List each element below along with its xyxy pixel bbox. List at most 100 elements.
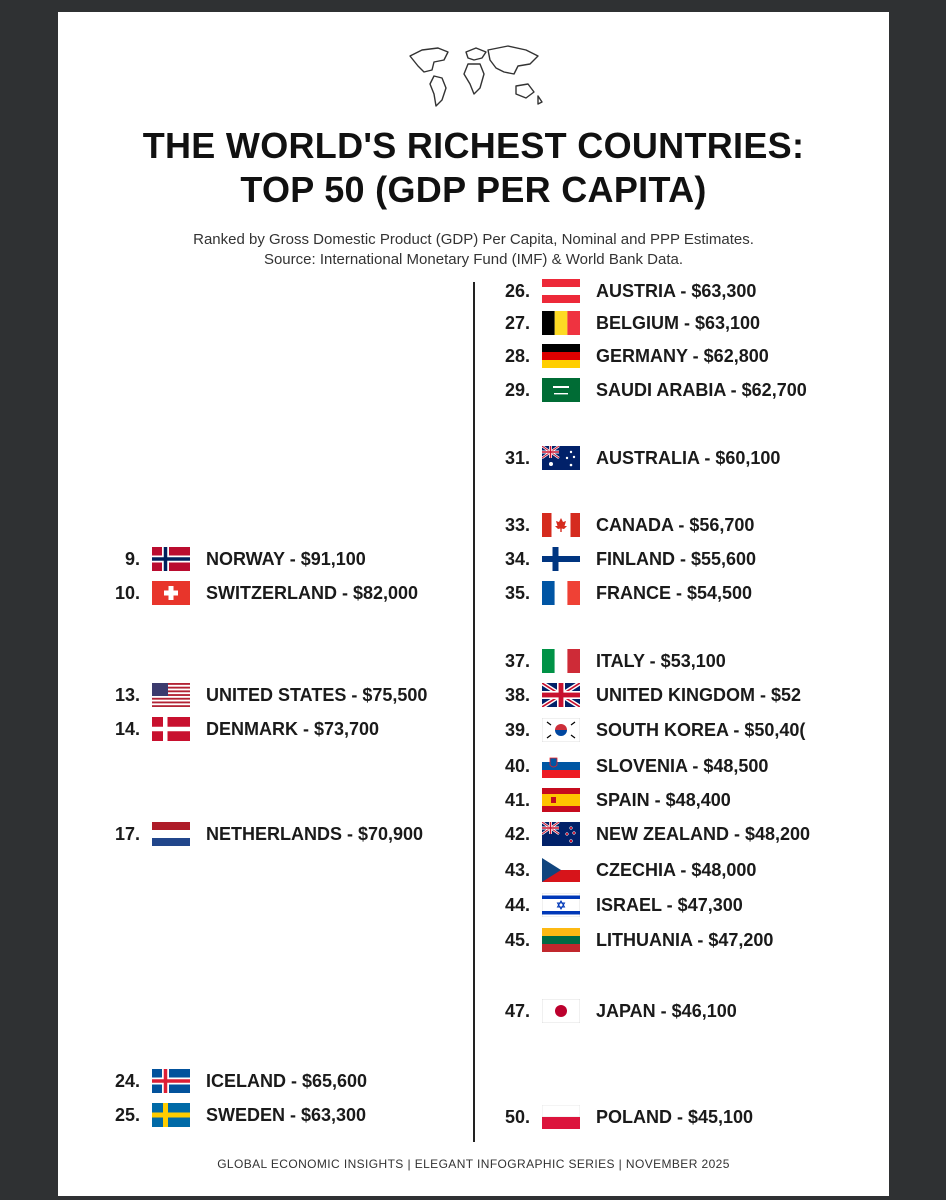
- japan-flag-icon: [542, 999, 580, 1023]
- country-gdp-label: ITALY - $53,100: [596, 650, 726, 671]
- rank-number: 41.: [504, 789, 530, 810]
- ranking-row: 26. AUSTRIA - $63,300: [486, 278, 756, 304]
- rank-number: 28.: [504, 345, 530, 366]
- canada-flag-icon: [542, 513, 580, 537]
- rank-number: 24.: [114, 1070, 140, 1091]
- country-gdp-label: UNITED KINGDOM - $52: [596, 684, 802, 705]
- ranking-row: 28. GERMANY - $62,800: [486, 343, 769, 369]
- country-gdp-label: ICELAND - $65,600: [206, 1070, 368, 1091]
- finland-flag-icon: [542, 547, 580, 571]
- ranking-row: 42. NEW ZEALAND - $48,200: [486, 821, 810, 847]
- country-gdp-label: CZECHIA - $48,000: [596, 859, 757, 880]
- subtitle-line-1: Ranked by Gross Domestic Product (GDP) P…: [193, 231, 754, 248]
- subtitle-line-2: Source: International Monetary Fund (IMF…: [263, 251, 684, 268]
- ranking-row: 38. UNITED KINGDOM - $52: [486, 682, 801, 708]
- ranking-row: 35. FRANCE - $54,500: [486, 580, 752, 606]
- country-gdp-label: DENMARK - $73,700: [206, 718, 380, 739]
- rank-number: 42.: [504, 823, 530, 844]
- switzerland-flag-icon: [152, 581, 190, 605]
- ranking-row: 41. SPAIN - $48,400: [486, 787, 731, 813]
- country-gdp-label: POLAND - $45,100: [596, 1106, 754, 1127]
- iceland-flag-icon: [152, 1069, 190, 1093]
- ranking-row: 50. POLAND - $45,100: [486, 1104, 753, 1130]
- rank-number: 14.: [114, 718, 140, 739]
- australia-flag-icon: [542, 446, 580, 470]
- france-flag-icon: [542, 581, 580, 605]
- country-gdp-label: SPAIN - $48,400: [596, 789, 731, 810]
- rank-number: 47.: [504, 1000, 530, 1021]
- rank-number: 31.: [504, 447, 530, 468]
- ranking-row: 10. SWITZERLAND - $82,000: [96, 580, 418, 606]
- ranking-row: 27. BELGIUM - $63,100: [486, 310, 760, 336]
- ranking-row: 45. LITHUANIA - $47,200: [486, 927, 773, 953]
- country-gdp-label: FINLAND - $55,600: [596, 548, 757, 569]
- ranking-row: 34. FINLAND - $55,600: [486, 546, 756, 572]
- czechia-flag-icon: [542, 858, 580, 882]
- rank-number: 44.: [504, 894, 530, 915]
- ranking-row: 33. CANADA - $56,700: [486, 512, 754, 538]
- country-gdp-label: SWEDEN - $63,300: [206, 1104, 367, 1125]
- world-map-icon: [409, 45, 543, 107]
- rank-number: 34.: [504, 548, 530, 569]
- rank-number: 29.: [504, 379, 530, 400]
- austria-flag-icon: [542, 279, 580, 303]
- country-gdp-label: AUSTRALIA - $60,100: [596, 447, 781, 468]
- saudi-arabia-flag-icon: [542, 378, 580, 402]
- netherlands-flag-icon: [152, 822, 190, 846]
- country-gdp-label: GERMANY - $62,800: [596, 345, 769, 366]
- united-states-flag-icon: [152, 683, 190, 707]
- belgium-flag-icon: [542, 311, 580, 335]
- country-gdp-label: SAUDI ARABIA - $62,700: [596, 379, 807, 400]
- country-gdp-label: UNITED STATES - $75,500: [206, 684, 428, 705]
- ranking-row: 9. NORWAY - $91,100: [96, 546, 366, 572]
- country-gdp-label: CANADA - $56,700: [596, 514, 755, 535]
- italy-flag-icon: [542, 649, 580, 673]
- ranking-row: 29. SAUDI ARABIA - $62,700: [486, 377, 807, 403]
- country-gdp-label: NORWAY - $91,100: [206, 548, 366, 569]
- denmark-flag-icon: [152, 717, 190, 741]
- ranking-row: 43. CZECHIA - $48,000: [486, 857, 756, 883]
- ranking-row: 25. SWEDEN - $63,300: [96, 1102, 366, 1128]
- rank-number: 37.: [504, 650, 530, 671]
- rank-number: 33.: [504, 514, 530, 535]
- country-gdp-label: NETHERLANDS - $70,900: [206, 823, 424, 844]
- country-gdp-label: SOUTH KOREA - $50,40(: [596, 719, 806, 740]
- country-gdp-label: LITHUANIA - $47,200: [596, 929, 774, 950]
- country-gdp-label: BELGIUM - $63,100: [596, 312, 761, 333]
- infographic-sheet: THE WORLD'S RICHEST COUNTRIES: TOP 50 (G…: [58, 12, 889, 1196]
- ranking-row: 24. ICELAND - $65,600: [96, 1068, 367, 1094]
- footer-text: GLOBAL ECONOMIC INSIGHTS | ELEGANT INFOG…: [217, 1157, 730, 1171]
- country-gdp-label: AUSTRIA - $63,300: [596, 280, 757, 301]
- title-line-2: TOP 50 (GDP PER CAPITA): [240, 169, 707, 210]
- norway-flag-icon: [152, 547, 190, 571]
- germany-flag-icon: [542, 344, 580, 368]
- ranking-row: 37. ITALY - $53,100: [486, 648, 726, 674]
- rank-number: 17.: [114, 823, 140, 844]
- ranking-row: 39. SOUTH KOREA - $50,40(: [486, 717, 805, 743]
- sweden-flag-icon: [152, 1103, 190, 1127]
- ranking-row: 40. SLOVENIA - $48,500: [486, 753, 768, 779]
- lithuania-flag-icon: [542, 928, 580, 952]
- country-gdp-label: ISRAEL - $47,300: [596, 894, 743, 915]
- column-divider: [473, 282, 475, 1142]
- rank-number: 35.: [504, 582, 530, 603]
- south-korea-flag-icon: [542, 718, 580, 742]
- rank-number: 26.: [504, 280, 530, 301]
- rank-number: 27.: [504, 312, 530, 333]
- page-title: THE WORLD'S RICHEST COUNTRIES: TOP 50 (G…: [58, 124, 889, 212]
- ranking-row: 13. UNITED STATES - $75,500: [96, 682, 427, 708]
- rank-number: 40.: [504, 755, 530, 776]
- country-gdp-label: JAPAN - $46,100: [596, 1000, 737, 1021]
- israel-flag-icon: [542, 893, 580, 917]
- rank-number: 38.: [504, 684, 530, 705]
- rank-number: 13.: [114, 684, 140, 705]
- rank-number: 9.: [124, 548, 140, 569]
- rank-number: 43.: [504, 859, 530, 880]
- poland-flag-icon: [542, 1105, 580, 1129]
- slovenia-flag-icon: [542, 754, 580, 778]
- title-line-1: THE WORLD'S RICHEST COUNTRIES:: [142, 125, 805, 166]
- ranking-row: 17. NETHERLANDS - $70,900: [96, 821, 423, 847]
- country-gdp-label: SWITZERLAND - $82,000: [206, 582, 419, 603]
- country-gdp-label: SLOVENIA - $48,500: [596, 755, 769, 776]
- rank-number: 10.: [114, 582, 140, 603]
